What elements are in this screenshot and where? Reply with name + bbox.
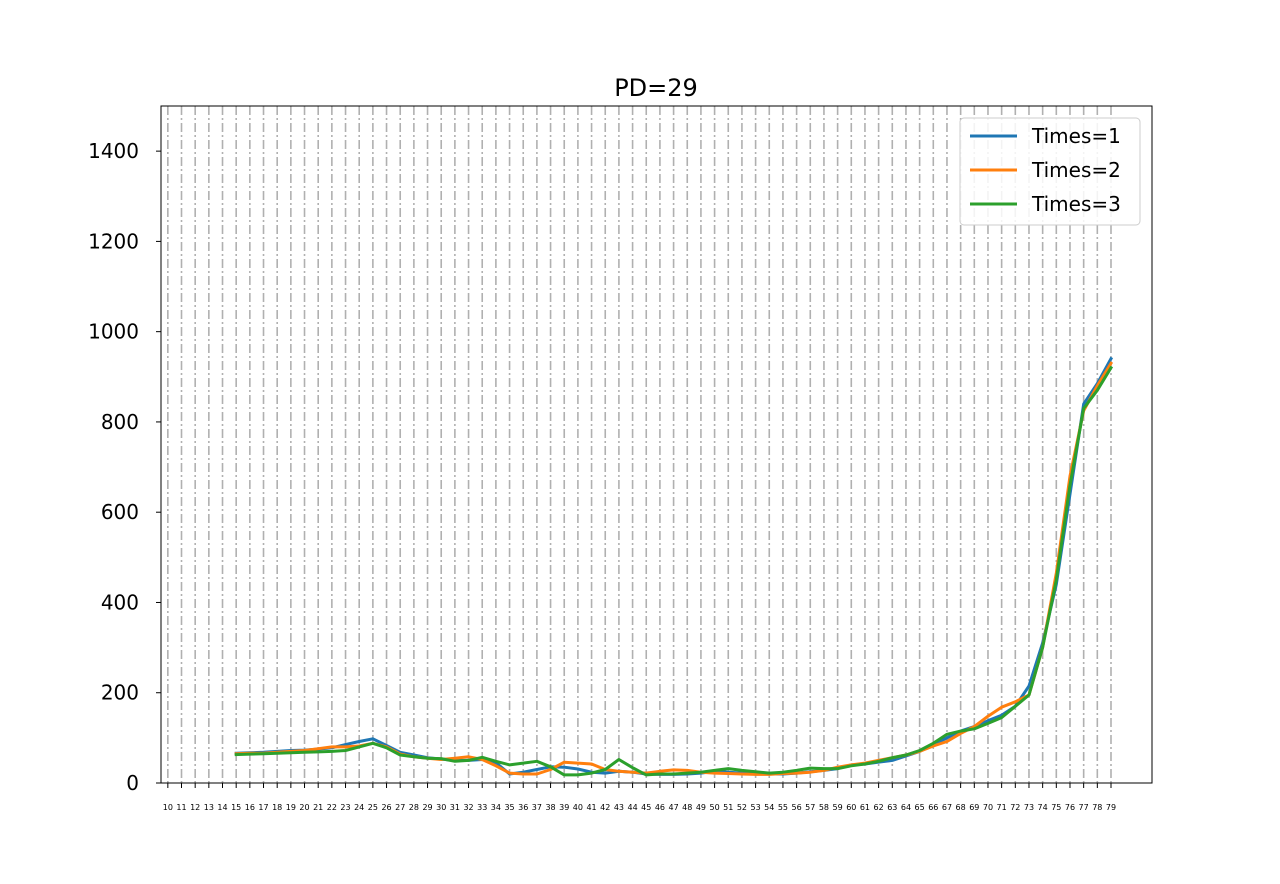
x-tick-label: 17: [258, 803, 268, 812]
x-tick-label: 52: [737, 803, 747, 812]
x-tick-label: 61: [860, 803, 870, 812]
x-tick-label: 57: [805, 803, 815, 812]
x-tick-label: 29: [422, 803, 432, 812]
y-tick-label: 1400: [88, 139, 139, 163]
x-tick-label: 47: [668, 803, 678, 812]
x-tick-label: 59: [833, 803, 843, 812]
x-tick-label: 25: [368, 803, 378, 812]
x-tick-label: 40: [573, 803, 583, 812]
y-tick-label: 800: [101, 410, 139, 434]
x-tick-label: 67: [942, 803, 952, 812]
x-tick-label: 30: [436, 803, 446, 812]
x-tick-label: 50: [709, 803, 719, 812]
x-tick-label: 65: [915, 803, 925, 812]
x-tick-label: 31: [450, 803, 460, 812]
x-tick-label: 13: [204, 803, 214, 812]
x-tick-label: 51: [723, 803, 733, 812]
x-tick-label: 37: [532, 803, 542, 812]
x-tick-label: 36: [518, 803, 528, 812]
x-tick-label: 34: [491, 803, 501, 812]
legend-box: [959, 117, 1141, 226]
x-tick-label: 54: [764, 803, 774, 812]
plot-frame: [160, 105, 1153, 784]
x-tick-label: 14: [217, 803, 227, 812]
x-tick-label: 23: [340, 803, 350, 812]
y-tick-label: 1000: [88, 320, 139, 344]
x-tick-label: 68: [956, 803, 966, 812]
x-tick-label: 73: [1024, 803, 1034, 812]
x-tick-label: 49: [696, 803, 706, 812]
y-tick-label: 400: [101, 590, 139, 614]
y-tick-label: 0: [126, 771, 139, 795]
x-tick-label: 18: [272, 803, 282, 812]
y-axis: 0 200 400 600 800 1000 1200 1400: [88, 139, 161, 795]
x-tick-label: 46: [655, 803, 665, 812]
x-tick-label: 70: [983, 803, 993, 812]
y-tick-label: 200: [101, 681, 139, 705]
series-line-times-3: [234, 365, 1114, 777]
legend-label: Times=2: [1031, 158, 1121, 182]
x-tick-label: 71: [997, 803, 1007, 812]
x-tick-label: 58: [819, 803, 829, 812]
x-tick-label: 22: [327, 803, 337, 812]
x-tick-label: 20: [299, 803, 309, 812]
x-tick-label: 69: [969, 803, 979, 812]
x-tick-label: 72: [1010, 803, 1020, 812]
x-tick-label: 62: [874, 803, 884, 812]
x-tick-label: 11: [176, 803, 186, 812]
x-tick-label: 55: [778, 803, 788, 812]
x-tick-label: 66: [928, 803, 938, 812]
x-tick-label: 75: [1051, 803, 1061, 812]
grid-lines: [167, 106, 1112, 783]
x-tick-label: 10: [163, 803, 173, 812]
x-tick-label: 76: [1065, 803, 1075, 812]
x-tick-label: 43: [614, 803, 624, 812]
x-tick-label: 28: [409, 803, 419, 812]
x-tick-label: 27: [395, 803, 405, 812]
x-tick-label: 48: [682, 803, 692, 812]
x-tick-label: 78: [1092, 803, 1102, 812]
x-tick-label: 19: [286, 803, 296, 812]
x-tick-label: 44: [627, 803, 637, 812]
x-tick-label: 45: [641, 803, 651, 812]
x-tick-label: 24: [354, 803, 364, 812]
x-tick-label: 63: [887, 803, 897, 812]
x-tick-label: 15: [231, 803, 241, 812]
x-tick-label: 16: [245, 803, 255, 812]
y-tick-label: 600: [101, 500, 139, 524]
x-tick-label: 12: [190, 803, 200, 812]
legend-label: Times=1: [1031, 124, 1121, 148]
x-tick-label: 77: [1079, 803, 1089, 812]
x-tick-label: 38: [545, 803, 555, 812]
x-tick-label: 39: [559, 803, 569, 812]
x-tick-label: 21: [313, 803, 323, 812]
chart-title: PD=29: [614, 74, 698, 102]
legend: Times=1 Times=2 Times=3: [959, 117, 1141, 226]
x-tick-label: 33: [477, 803, 487, 812]
series-lines: [234, 356, 1114, 777]
x-tick-label: 41: [586, 803, 596, 812]
x-tick-label: 42: [600, 803, 610, 812]
x-tick-label: 56: [792, 803, 802, 812]
x-tick-label: 60: [846, 803, 856, 812]
legend-label: Times=3: [1031, 192, 1121, 216]
x-tick-label: 32: [463, 803, 473, 812]
x-axis: 10 11 12 13 14 15 16 17 18 19 20 21 22 23 24 25 26 27 28 29…: [163, 783, 1116, 812]
y-tick-label: 1200: [88, 229, 139, 253]
x-tick-label: 35: [504, 803, 514, 812]
x-tick-label: 26: [381, 803, 391, 812]
x-tick-label: 64: [901, 803, 911, 812]
x-tick-label: 53: [751, 803, 761, 812]
x-tick-label: 74: [1038, 803, 1048, 812]
x-tick-label: 79: [1106, 803, 1116, 812]
